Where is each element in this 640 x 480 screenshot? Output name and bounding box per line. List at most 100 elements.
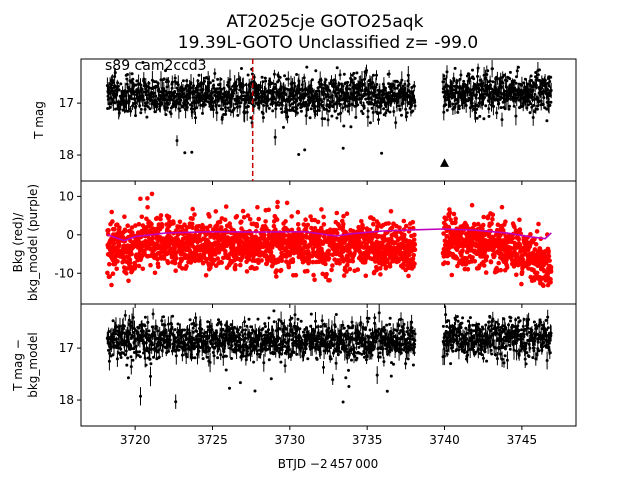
- photometry-point: [380, 151, 384, 155]
- background-point: [341, 273, 347, 278]
- photometry-point: [314, 69, 318, 73]
- background-point: [115, 259, 120, 264]
- background-point: [503, 219, 508, 224]
- photometry-point: [535, 107, 539, 111]
- photometry-point: [290, 97, 294, 101]
- photometry-point: [356, 103, 360, 107]
- background-point: [149, 191, 155, 197]
- photometry-point: [264, 79, 268, 83]
- photometry-point: [549, 100, 553, 104]
- background-point: [387, 264, 393, 269]
- background-point: [519, 281, 524, 287]
- photometry-point: [295, 73, 299, 76]
- photometry-point: [290, 102, 294, 106]
- background-point: [244, 269, 250, 274]
- background-point: [111, 241, 117, 246]
- background-point: [259, 258, 264, 263]
- background-point: [392, 240, 398, 245]
- background-point: [359, 219, 364, 224]
- photometry-point: [305, 65, 309, 69]
- bkg-model-line: [107, 228, 552, 242]
- background-point: [330, 252, 336, 258]
- background-point: [217, 219, 223, 225]
- photometry-point: [299, 109, 303, 113]
- background-point: [327, 278, 332, 283]
- photometry-point: [507, 107, 511, 111]
- background-point: [519, 269, 525, 275]
- background-point: [469, 202, 475, 208]
- photometry-point: [482, 117, 486, 121]
- photometry-point: [528, 111, 532, 115]
- background-panel: 10 0 -10 Bkg (red)/bkg_model (purple): [11, 180, 577, 308]
- chart-title-line1: AT2025cje GOTO25aqk: [227, 12, 424, 32]
- photometry-point: [335, 66, 339, 70]
- background-point: [295, 209, 301, 215]
- error-bars-top: [106, 60, 552, 147]
- photometry-point: [236, 113, 240, 117]
- background-point: [406, 273, 411, 279]
- background-point: [326, 252, 332, 257]
- background-point: [490, 216, 495, 222]
- photometry-point: [489, 87, 493, 91]
- background-point: [498, 267, 504, 273]
- photometry-point: [154, 80, 158, 84]
- background-point: [305, 268, 310, 274]
- background-point: [481, 214, 487, 220]
- background-point: [124, 271, 129, 276]
- photometry-point: [330, 114, 334, 118]
- background-point: [113, 253, 119, 259]
- background-point: [404, 256, 410, 262]
- background-point: [335, 248, 340, 253]
- background-point: [274, 274, 279, 279]
- background-point: [534, 229, 540, 234]
- photometry-point: [260, 75, 264, 79]
- photometry-point: [337, 112, 340, 116]
- background-point: [107, 261, 112, 267]
- photometry-point: [139, 111, 143, 115]
- background-points: [105, 191, 554, 289]
- photometry-point: [130, 97, 134, 101]
- photometry-point: [271, 109, 275, 113]
- background-point: [536, 221, 541, 227]
- photometry-point: [354, 115, 358, 119]
- background-point: [158, 216, 163, 222]
- photometry-point: [226, 106, 230, 110]
- background-point: [154, 241, 160, 247]
- background-point: [546, 253, 552, 259]
- background-point: [548, 280, 553, 285]
- photometry-point: [190, 150, 194, 154]
- background-point: [233, 262, 238, 268]
- background-point: [410, 219, 416, 225]
- background-point: [324, 271, 329, 277]
- photometry-point: [211, 79, 215, 83]
- photometry-point: [197, 73, 201, 77]
- background-point: [520, 257, 526, 262]
- background-point: [320, 271, 326, 277]
- y-tick-label: 0: [66, 228, 74, 242]
- background-point: [209, 253, 214, 258]
- background-point: [283, 219, 288, 224]
- photometry-point: [397, 104, 401, 108]
- background-point: [388, 209, 394, 214]
- background-point: [484, 254, 490, 259]
- background-point: [341, 221, 346, 227]
- photometry-point: [384, 86, 387, 90]
- background-point: [168, 246, 173, 251]
- background-point: [541, 283, 546, 289]
- background-point: [404, 223, 409, 229]
- background-point: [161, 256, 167, 261]
- photometry-point: [382, 107, 386, 111]
- photometry-point: [134, 83, 138, 87]
- magnitude-panel: 17 18 T mag: [32, 58, 577, 185]
- background-point: [222, 217, 228, 222]
- photometry-point: [478, 114, 482, 118]
- background-point: [140, 266, 146, 272]
- photometry-point: [228, 109, 231, 113]
- photometry-point: [217, 104, 221, 108]
- background-point: [254, 224, 260, 229]
- background-point: [411, 252, 417, 258]
- photometry-point: [133, 90, 137, 94]
- photometry-point: [322, 107, 326, 111]
- photometry-point: [263, 76, 267, 80]
- background-point: [184, 263, 189, 269]
